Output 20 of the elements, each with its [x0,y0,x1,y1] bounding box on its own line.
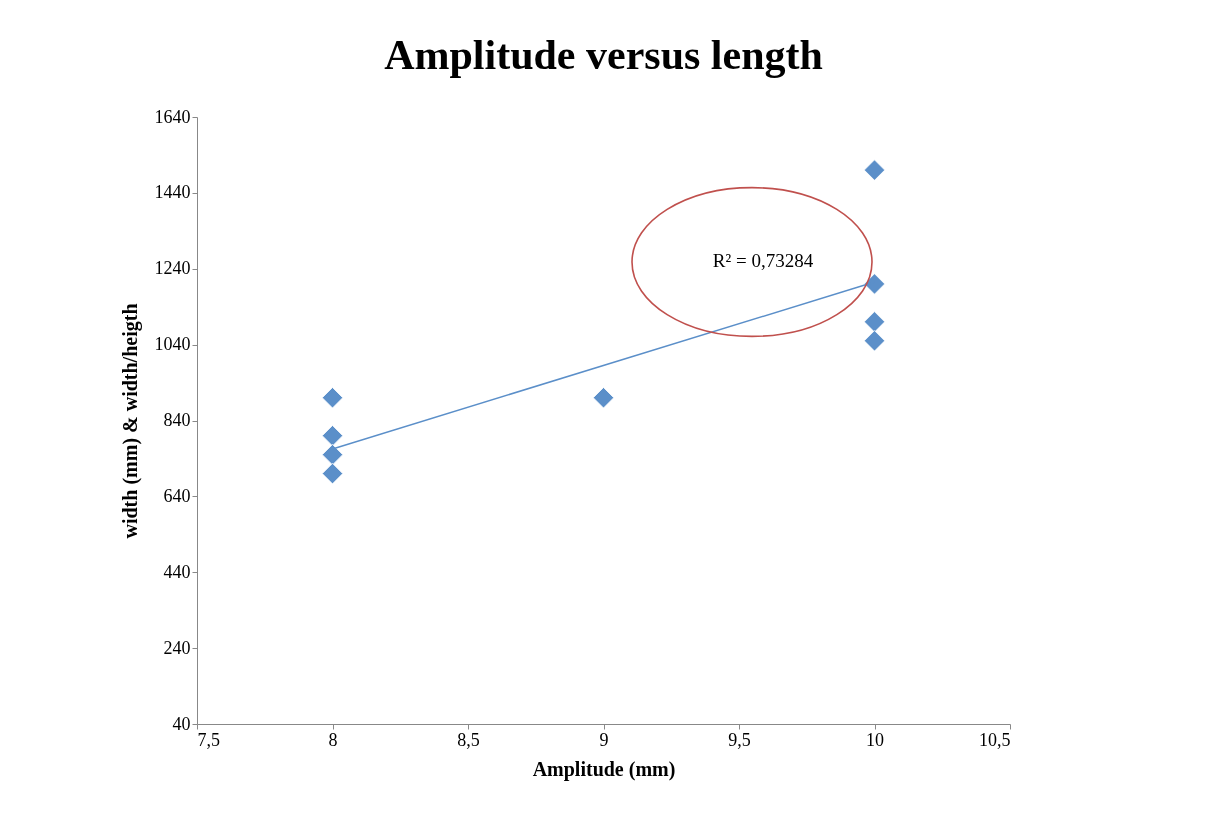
y-tick-label: 840 [163,410,191,430]
y-axis-title: width (mm) & width/heigth [118,303,142,539]
y-tick-label: 240 [163,637,191,658]
y-tick-label: 1640 [154,106,191,127]
x-tick-label: 8 [328,729,338,750]
y-tick-label: 1440 [154,182,191,203]
y-tick-label: 40 [172,713,191,734]
x-tick-label: 10 [866,729,884,750]
x-tick-label: 9 [599,729,609,750]
y-tick-label: 640 [163,485,191,506]
y-tick-label: 1240 [154,258,191,279]
x-tick-label: 9,5 [728,729,751,750]
x-tick-label: 8,5 [457,729,480,750]
y-tick-label: 1040 [154,334,191,355]
x-axis-title: Amplitude (mm) [532,757,676,781]
chart-title: Amplitude versus length [384,32,823,78]
annotation: R² = 0,73284 [712,250,814,271]
x-tick-label: 7,5 [197,729,220,750]
x-tick-label: 10,5 [979,729,1011,750]
y-tick-label: 440 [163,561,191,582]
